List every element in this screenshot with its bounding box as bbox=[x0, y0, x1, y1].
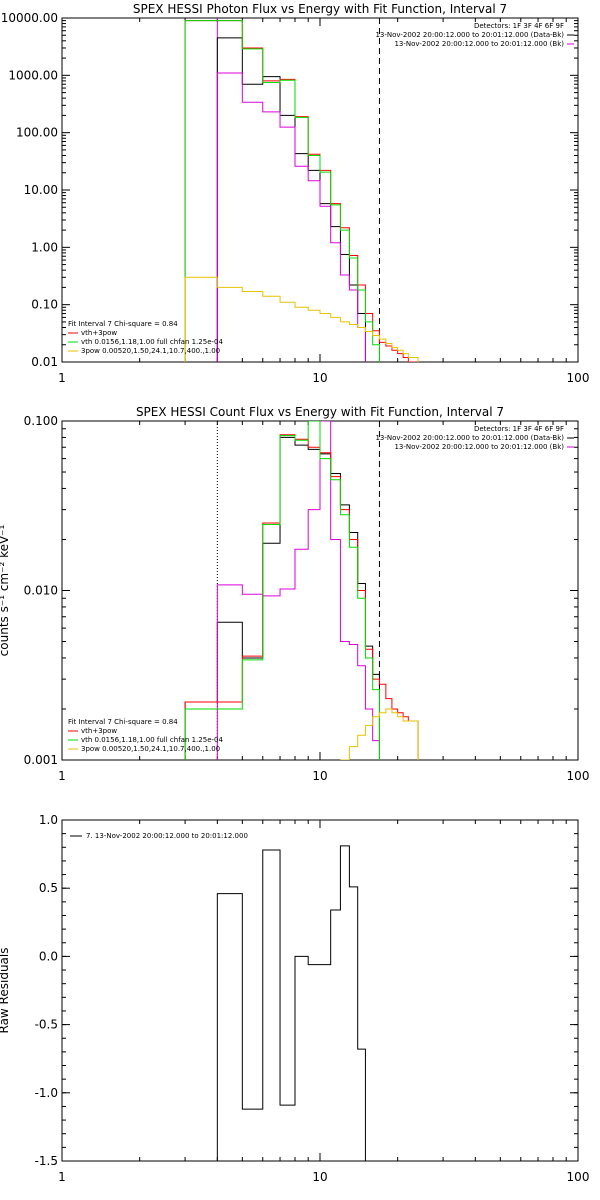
top-legend-text: 13-Nov-2002 20:00:12.000 to 20:01:12.000… bbox=[394, 443, 564, 451]
series-line bbox=[184, 20, 380, 362]
series-line bbox=[216, 37, 366, 362]
fit-legend-text: vth+3pow bbox=[81, 329, 117, 337]
y-tick-label: 0.10 bbox=[31, 298, 58, 312]
series-line bbox=[184, 434, 419, 760]
y-axis-label: Raw Residuals bbox=[0, 948, 11, 1034]
fit-legend-text: vth+3pow bbox=[81, 727, 117, 735]
chart-title: SPEX HESSI Count Flux vs Energy with Fit… bbox=[136, 405, 504, 419]
fit-legend-text: Fit Interval 7 Chi-square = 0.84 bbox=[68, 320, 178, 328]
top-legend-text: Detectors: 1F 3F 4F 6F 9F bbox=[474, 425, 564, 433]
series-line bbox=[184, 20, 419, 362]
fit-legend-text: Fit Interval 7 Chi-square = 0.84 bbox=[68, 718, 178, 726]
series-line bbox=[216, 845, 380, 1161]
y-axis-label: counts s⁻¹ cm⁻² keV⁻¹ bbox=[0, 524, 11, 656]
series-line bbox=[184, 276, 419, 362]
x-tick-label: 10 bbox=[312, 1170, 327, 1184]
x-tick-label: 10 bbox=[312, 769, 327, 783]
y-tick-label: 0.001 bbox=[24, 753, 58, 767]
legend-text: 7. 13-Nov-2002 20:00:12.000 to 20:01:12.… bbox=[86, 832, 248, 840]
x-tick-label: 100 bbox=[567, 1170, 590, 1184]
top-legend-text: 13-Nov-2002 20:00:12.000 to 20:01:12.000… bbox=[394, 40, 564, 48]
plot-area bbox=[216, 845, 380, 1161]
y-tick-label: 0.010 bbox=[24, 584, 58, 598]
chart-3: 1 10 100 1.0 0.5 0.0 -0.5 -1.0 -1.5 Raw Residuals… bbox=[0, 813, 589, 1184]
top-legend-text: 13-Nov-2002 20:00:12.000 to 20:01:12.000… bbox=[375, 31, 564, 39]
chart-1: SPEX HESSI Photon Flux vs Energy with Fi… bbox=[1, 2, 590, 385]
y-tick-label: 1.00 bbox=[31, 240, 58, 254]
y-tick-label: 0.5 bbox=[39, 881, 58, 895]
plot-frame bbox=[61, 819, 579, 1162]
plot-area bbox=[184, 18, 419, 362]
series-line bbox=[184, 436, 380, 760]
series-line bbox=[216, 72, 366, 362]
series-line bbox=[184, 421, 380, 760]
x-tick-label: 100 bbox=[567, 371, 590, 385]
top-legend-text: Detectors: 1F 3F 4F 6F 9F bbox=[474, 22, 564, 30]
chart-title: SPEX HESSI Photon Flux vs Energy with Fi… bbox=[133, 2, 507, 16]
fit-legend-text: 3pow 0.00520,1.50,24.1,10.7,400.,1.00 bbox=[81, 745, 220, 753]
fit-legend-text: vth 0.0156,1.18,1.00 full chfan 1.25e-04 bbox=[81, 338, 223, 346]
y-tick-label: -1.5 bbox=[35, 1154, 58, 1168]
top-legend-text: 13-Nov-2002 20:00:12.000 to 20:01:12.000… bbox=[375, 434, 564, 442]
y-tick-label: 0.01 bbox=[31, 355, 58, 369]
y-tick-label: 1.0 bbox=[39, 813, 58, 827]
fit-legend-text: vth 0.0156,1.18,1.00 full chfan 1.25e-04 bbox=[81, 736, 223, 744]
x-tick-label: 1 bbox=[58, 769, 66, 783]
y-tick-label: 1000.00 bbox=[8, 68, 58, 82]
plot-area bbox=[184, 421, 419, 760]
series-line bbox=[340, 708, 419, 760]
chart-2: SPEX HESSI Count Flux vs Energy with Fit… bbox=[0, 405, 589, 783]
x-tick-label: 10 bbox=[312, 371, 327, 385]
y-tick-label: 10.00 bbox=[24, 183, 58, 197]
y-tick-label: -0.5 bbox=[35, 1018, 58, 1032]
y-tick-label: 10000.00 bbox=[1, 11, 58, 25]
y-tick-label: -1.0 bbox=[35, 1086, 58, 1100]
y-tick-label: 0.0 bbox=[39, 949, 58, 963]
x-tick-label: 1 bbox=[58, 1170, 66, 1184]
x-tick-label: 1 bbox=[58, 371, 66, 385]
fit-legend-text: 3pow 0.00520,1.50,24.1,10.7,400.,1.00 bbox=[81, 347, 220, 355]
y-tick-label: 100.00 bbox=[16, 126, 58, 140]
x-tick-label: 100 bbox=[567, 769, 590, 783]
y-tick-label: 0.100 bbox=[24, 414, 58, 428]
